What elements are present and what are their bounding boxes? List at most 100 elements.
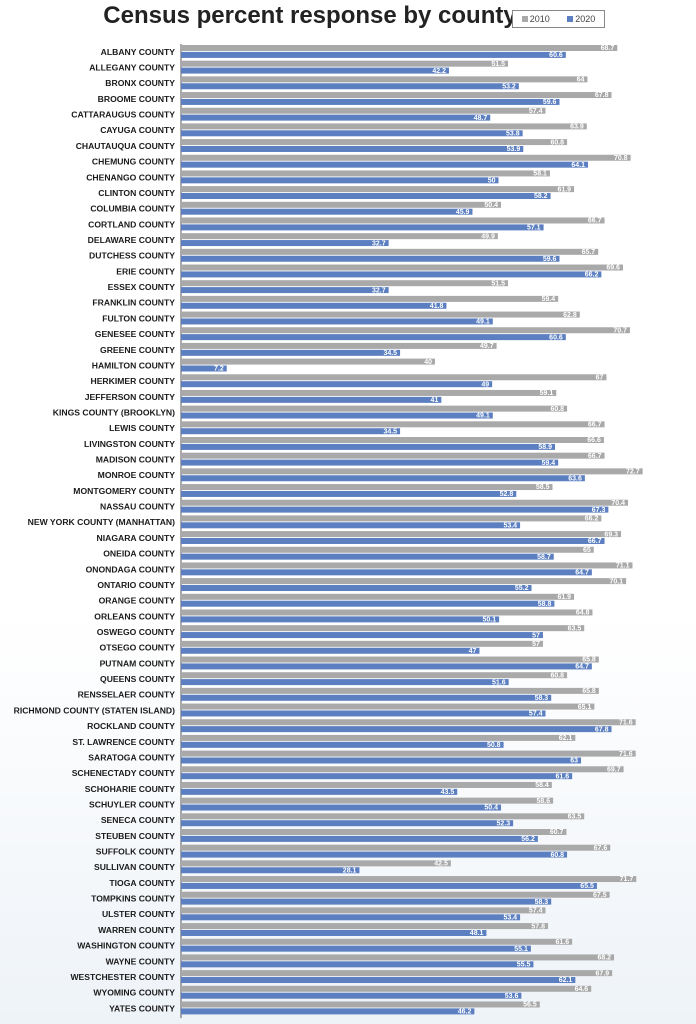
data-label-2010: 70.1 [610,578,624,585]
data-label-2020: 59.6 [543,256,557,263]
bar-2010 [181,531,622,538]
bar-2020 [181,773,573,780]
chart-legend: 2010 2020 [512,10,605,28]
bar-2020 [181,161,589,168]
bar-2010 [181,844,611,851]
bar-2010 [181,201,502,208]
data-label-2020: 58.9 [538,444,552,451]
bar-2020 [181,820,514,827]
category-label: JEFFERSON COUNTY [85,392,176,402]
data-label-2010: 60.7 [550,829,564,836]
bar-2020 [181,600,555,607]
bar-2010 [181,625,585,632]
data-label-2020: 49.1 [476,319,490,326]
category-label: ONTARIO COUNTY [97,580,175,590]
data-label-2020: 63.6 [568,475,582,482]
category-label: STEUBEN COUNTY [95,831,175,841]
data-label-2020: 60.6 [549,334,563,341]
bar-2020 [181,381,493,388]
data-label-2010: 66.7 [588,218,602,225]
data-label-2020: 60.6 [549,52,563,59]
bar-2020 [181,193,551,200]
category-label: MONTGOMERY COUNTY [73,486,175,496]
data-label-2010: 59.4 [542,296,556,303]
data-label-2010: 58.6 [536,798,550,805]
bar-2010 [181,1001,540,1008]
data-label-2020: 32.7 [372,287,386,294]
data-label-2020: 53.6 [505,993,519,1000]
bar-2010 [181,92,612,99]
bar-2010 [181,923,549,930]
bar-2010 [181,405,568,412]
bar-2020 [181,726,612,733]
data-label-2010: 68.2 [597,955,611,962]
data-label-2020: 55.1 [514,946,528,953]
bar-2010 [181,248,599,255]
category-label: WYOMING COUNTY [93,988,175,998]
data-label-2010: 63.5 [568,625,582,632]
bar-2010 [181,938,573,945]
data-label-2020: 57.1 [527,225,541,232]
category-label: FULTON COUNTY [102,313,175,323]
data-label-2020: 53.2 [502,83,516,90]
data-label-2010: 69.3 [604,531,618,538]
bar-2010 [181,358,435,365]
bar-2010 [181,342,497,349]
bar-2020 [181,396,442,403]
bar-2020 [181,741,504,748]
category-label: CATTARAUGUS COUNTY [71,110,175,120]
bar-2010 [181,76,588,83]
bar-2010 [181,734,576,741]
bar-2010 [181,123,587,130]
data-label-2010: 62.1 [559,735,573,742]
category-label: CHEMUNG COUNTY [92,157,175,167]
data-label-2020: 48.7 [474,115,488,122]
bar-2010 [181,813,585,820]
bar-2020 [181,679,509,686]
data-label-2010: 64 [577,77,585,84]
category-label: SCHUYLER COUNTY [89,799,175,809]
data-label-2020: 66.2 [585,272,599,279]
data-label-2010: 67.9 [596,970,610,977]
bar-2020 [181,98,560,105]
bar-2020 [181,851,568,858]
bar-2010 [181,829,567,835]
bar-2010 [181,295,559,302]
bar-2020 [181,83,519,90]
data-label-2010: 57 [532,641,540,648]
data-label-2010: 50.4 [484,202,498,209]
data-label-2010: 58.1 [533,171,547,178]
data-label-2010: 65.7 [582,249,596,256]
bar-2020 [181,475,585,482]
bar-2020 [181,318,493,325]
category-label: GENESEE COUNTY [95,329,175,339]
bar-2010 [181,672,568,679]
category-label: OTSEGO COUNTY [100,643,176,653]
data-label-2020: 46.2 [458,1009,472,1016]
data-label-2020: 53.8 [506,131,520,138]
data-label-2010: 60.8 [550,672,564,679]
category-label: SUFFOLK COUNTY [96,847,176,857]
data-label-2010: 71.1 [616,563,630,570]
category-label: NEW YORK COUNTY (MANHATTAN) [28,517,175,527]
bar-2020 [181,867,360,874]
category-label: NASSAU COUNTY [100,502,175,512]
category-label: MONROE COUNTY [98,470,176,480]
bar-2010 [181,515,602,522]
bar-2010 [181,468,643,475]
bar-2020 [181,114,491,121]
category-label: ROCKLAND COUNTY [87,721,175,731]
bar-2010 [181,687,599,694]
data-label-2010: 66.7 [588,453,602,460]
data-label-2020: 58.3 [535,899,549,906]
bar-2020 [181,616,500,623]
bar-2010 [181,374,607,381]
bar-2020 [181,882,597,889]
bar-2010 [181,970,613,977]
category-label: CORTLAND COUNTY [88,219,175,229]
data-label-2020: 47 [469,648,477,655]
bar-2020 [181,553,554,560]
data-label-2020: 41.8 [430,303,444,310]
data-label-2010: 63.5 [568,814,582,821]
category-label: RENSSELAER COUNTY [78,690,176,700]
